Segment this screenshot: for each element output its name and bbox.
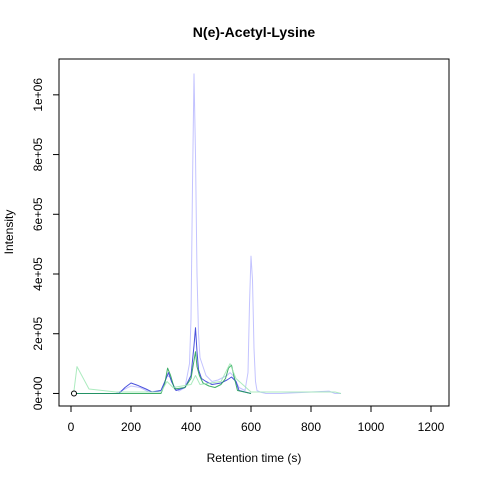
y-tick-label: 2e+05 — [31, 317, 45, 351]
series-line-1 — [71, 73, 341, 394]
x-tick-label: 200 — [121, 420, 141, 434]
x-tick-label: 1200 — [418, 420, 445, 434]
x-axis: 0 200 400 600 800 1000 1200 — [68, 405, 445, 434]
x-tick-label: 600 — [241, 420, 261, 434]
series-line-2 — [71, 327, 252, 394]
y-tick-label: 8e+05 — [31, 137, 45, 171]
y-axis-label: Intensity — [2, 210, 16, 255]
series-line-3 — [71, 351, 252, 394]
marker-point — [71, 390, 77, 397]
y-tick-label: 0e+00 — [31, 376, 45, 410]
y-axis: 0e+00 2e+05 4e+05 6e+05 8e+05 1e+06 — [31, 78, 60, 410]
series-layer — [70, 73, 342, 394]
y-tick-label: 1e+06 — [31, 78, 45, 112]
x-axis-label: Retention time (s) — [207, 451, 302, 465]
y-tick-label: 6e+05 — [31, 197, 45, 231]
x-tick-label: 0 — [68, 420, 75, 434]
x-tick-label: 400 — [181, 420, 201, 434]
y-tick-label: 4e+05 — [31, 257, 45, 291]
series-line-4 — [70, 363, 342, 394]
x-tick-label: 800 — [301, 420, 321, 434]
marker-layer — [71, 390, 77, 397]
chart-title: N(e)-Acetyl-Lysine — [193, 24, 316, 40]
x-tick-label: 1000 — [358, 420, 385, 434]
